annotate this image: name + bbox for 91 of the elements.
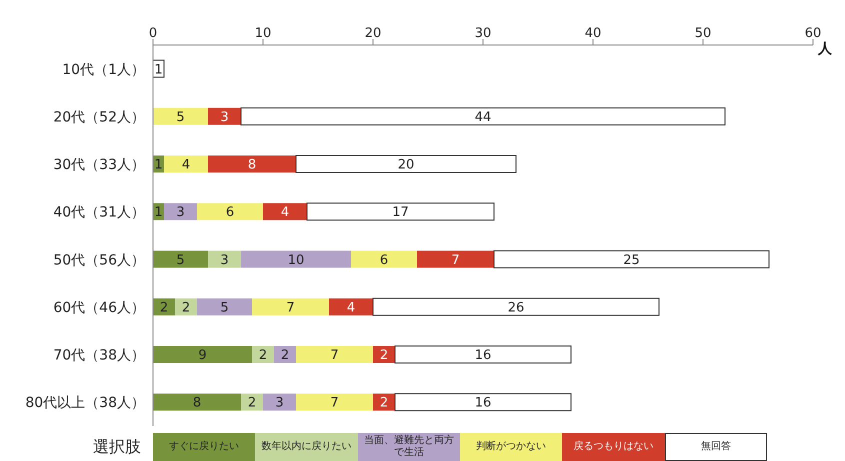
bar — [296, 394, 373, 411]
data-label: 7 — [451, 252, 460, 268]
bar — [197, 298, 252, 316]
x-tick-label: 10 — [254, 26, 272, 41]
bar — [252, 298, 329, 316]
bar — [175, 298, 197, 316]
data-label: 5 — [220, 300, 229, 316]
data-label: 6 — [226, 205, 234, 220]
x-tick-label: 50 — [694, 26, 712, 41]
data-label: 1 — [154, 62, 163, 78]
y-tick-label: 50代（56人） — [53, 252, 145, 268]
data-label: 2 — [258, 348, 268, 364]
data-label: 5 — [176, 252, 185, 268]
bar — [208, 250, 241, 268]
data-label: 8 — [248, 158, 256, 173]
data-label: 3 — [176, 205, 185, 220]
data-label: 9 — [198, 348, 207, 364]
text: 当面、避難先と両方で生活 — [358, 433, 460, 461]
x-axis-title: 人 — [817, 41, 833, 57]
bar — [296, 346, 373, 363]
text: 判断がつかない — [460, 433, 562, 461]
bar — [296, 154, 516, 173]
y-tick-label: 40代（31人） — [53, 204, 145, 221]
bar — [372, 298, 660, 316]
data-label: 3 — [275, 396, 284, 411]
data-label: 25 — [623, 252, 640, 268]
bar — [394, 345, 572, 364]
y-tick-label: 30代（33人） — [53, 157, 145, 174]
bar — [208, 155, 296, 172]
data-label: 7 — [330, 348, 339, 364]
data-label: 2 — [380, 396, 388, 411]
data-label: 10 — [288, 252, 304, 268]
data-label: 44 — [474, 110, 492, 125]
bar — [153, 346, 252, 363]
bar — [252, 346, 274, 363]
bar — [417, 250, 494, 268]
x-tick-label: 20 — [364, 26, 382, 41]
data-label: 2 — [280, 348, 290, 364]
bar — [306, 202, 494, 221]
data-label: 6 — [380, 252, 388, 268]
bar — [351, 250, 417, 268]
bar — [263, 394, 296, 411]
data-label: 7 — [286, 300, 295, 316]
data-label: 16 — [474, 348, 492, 364]
bar — [164, 155, 208, 172]
bar — [329, 298, 373, 316]
x-tick-label: 60 — [804, 26, 822, 41]
data-label: 4 — [280, 205, 290, 220]
data-label: 16 — [474, 396, 492, 411]
y-tick-label: 80代以上（38人） — [25, 395, 145, 412]
y-tick-label: 20代（52人） — [53, 109, 145, 126]
legend-title: 選択肢 — [92, 437, 141, 458]
bar — [153, 108, 208, 125]
data-label: 2 — [380, 348, 388, 364]
data-label: 3 — [220, 252, 229, 268]
data-label: 1 — [154, 205, 163, 220]
text: 数年以内に戻りたい — [255, 433, 358, 461]
data-label: 2 — [182, 300, 190, 316]
bar — [240, 107, 726, 126]
x-tick-label: 30 — [474, 26, 492, 41]
text: 戻るつもりはない — [562, 433, 665, 461]
text: すぐに戻りたい — [153, 433, 256, 461]
bar — [394, 393, 572, 412]
data-label: 8 — [192, 396, 202, 411]
data-label: 4 — [182, 158, 190, 173]
data-label: 5 — [176, 110, 185, 125]
bar — [263, 203, 307, 220]
bar — [241, 250, 351, 268]
data-label: 20 — [398, 158, 414, 173]
data-label: 1 — [154, 158, 163, 173]
bar — [274, 346, 296, 363]
bar — [208, 108, 241, 125]
data-label: 3 — [220, 110, 229, 125]
bar — [153, 250, 208, 268]
data-label: 4 — [346, 300, 356, 316]
y-tick-label: 70代（38人） — [53, 348, 145, 364]
y-tick-label: 10代（1人） — [62, 62, 145, 78]
x-tick-label: 0 — [148, 26, 158, 41]
data-label: 7 — [330, 396, 339, 411]
bar — [494, 250, 770, 268]
data-label: 26 — [508, 300, 524, 316]
data-label: 2 — [248, 396, 256, 411]
x-tick-label: 40 — [584, 26, 602, 41]
bar — [241, 394, 263, 411]
bar — [164, 203, 197, 220]
data-label: 2 — [160, 300, 168, 316]
text: 無回答 — [664, 433, 767, 461]
bar — [153, 394, 241, 411]
y-tick-label: 60代（46人） — [53, 300, 145, 316]
data-label: 17 — [392, 205, 409, 220]
bar — [197, 203, 263, 220]
